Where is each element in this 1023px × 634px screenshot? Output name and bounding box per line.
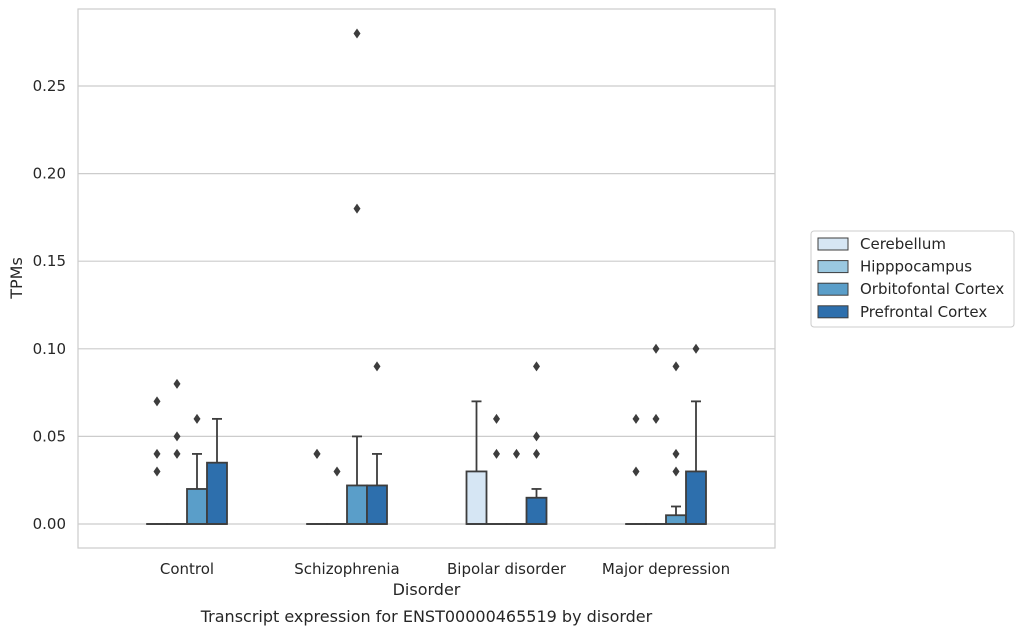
outlier-point bbox=[313, 448, 321, 459]
box-rect bbox=[685, 470, 707, 525]
y-tick-label: 0.10 bbox=[33, 340, 66, 358]
x-axis-ticks: Control Schizophrenia Bipolar disorder Majo… bbox=[160, 560, 730, 578]
box-hipppocampus bbox=[645, 343, 667, 525]
outlier-point bbox=[533, 448, 540, 459]
y-axis-label: TPMs bbox=[7, 257, 26, 300]
y-tick-label: 0.00 bbox=[33, 515, 66, 533]
outlier-point bbox=[652, 343, 660, 354]
box-rect bbox=[366, 484, 388, 525]
box-prefrontal-cortex bbox=[685, 343, 707, 525]
outlier-point bbox=[173, 378, 181, 389]
outlier-point bbox=[353, 203, 361, 214]
box-rect bbox=[465, 470, 488, 525]
box-rect bbox=[206, 461, 228, 525]
x-tick-label: Schizophrenia bbox=[294, 560, 399, 578]
legend-label: Hipppocampus bbox=[860, 258, 972, 276]
legend-label: Cerebellum bbox=[860, 235, 946, 253]
outlier-point bbox=[153, 448, 161, 459]
outlier-point bbox=[153, 396, 161, 407]
legend-label: Prefrontal Cortex bbox=[860, 303, 987, 321]
legend-swatch bbox=[817, 237, 849, 251]
box-orbitofontal-cortex bbox=[186, 413, 208, 525]
y-tick-label: 0.25 bbox=[33, 77, 66, 95]
x-tick-label: Control bbox=[160, 560, 214, 578]
box-orbitofontal-cortex bbox=[505, 448, 528, 525]
outlier-point bbox=[513, 448, 520, 459]
legend: Cerebellum Hipppocampus Orbitofontal Corte… bbox=[810, 230, 1015, 328]
outlier-point bbox=[173, 448, 181, 459]
y-tick-label: 0.20 bbox=[33, 165, 66, 183]
box-rect bbox=[525, 496, 548, 525]
outlier-point bbox=[153, 466, 161, 477]
outlier-point bbox=[193, 413, 201, 424]
outlier-point bbox=[173, 431, 181, 442]
outlier-point bbox=[672, 466, 680, 477]
box-rect bbox=[186, 488, 208, 525]
figure-caption: Transcript expression for ENST0000046551… bbox=[200, 607, 653, 626]
outlier-point bbox=[533, 431, 540, 442]
box-prefrontal-cortex bbox=[206, 417, 228, 525]
outlier-point bbox=[632, 413, 640, 424]
box-cerebellum bbox=[465, 400, 488, 525]
y-axis-ticks: 0.00 0.05 0.10 0.15 0.20 0.25 bbox=[33, 77, 66, 533]
legend-swatch bbox=[817, 260, 849, 274]
box-rect bbox=[346, 484, 368, 525]
x-tick-label: Bipolar disorder bbox=[447, 560, 567, 578]
legend-frame bbox=[810, 230, 1015, 328]
outlier-point bbox=[333, 466, 341, 477]
x-tick-label: Major depression bbox=[602, 560, 730, 578]
legend-swatch bbox=[817, 282, 849, 296]
outlier-point bbox=[632, 466, 640, 477]
outlier-point bbox=[533, 361, 540, 372]
legend-label: Orbitofontal Cortex bbox=[860, 280, 1004, 298]
box-cerebellum bbox=[146, 396, 168, 525]
outlier-point bbox=[652, 413, 660, 424]
outlier-point bbox=[493, 413, 500, 424]
outlier-point bbox=[493, 448, 500, 459]
outlier-point bbox=[373, 361, 381, 372]
outlier-point bbox=[692, 343, 700, 354]
legend-swatch bbox=[817, 305, 849, 319]
box-rect bbox=[665, 514, 687, 525]
plot-background bbox=[78, 9, 775, 548]
plot-frame bbox=[77, 8, 776, 549]
box-hipppocampus bbox=[166, 378, 188, 525]
box-prefrontal-cortex bbox=[525, 361, 548, 525]
x-axis-label: Disorder bbox=[393, 580, 461, 599]
outlier-point bbox=[672, 361, 680, 372]
outlier-point bbox=[353, 28, 361, 39]
box-series bbox=[146, 28, 707, 525]
box-cerebellum bbox=[306, 448, 328, 525]
box-hipppocampus bbox=[485, 413, 508, 525]
y-tick-label: 0.05 bbox=[33, 427, 66, 445]
box-orbitofontal-cortex bbox=[665, 361, 687, 525]
y-tick-label: 0.15 bbox=[33, 252, 66, 270]
box-prefrontal-cortex bbox=[366, 361, 388, 525]
outlier-point bbox=[672, 448, 680, 459]
